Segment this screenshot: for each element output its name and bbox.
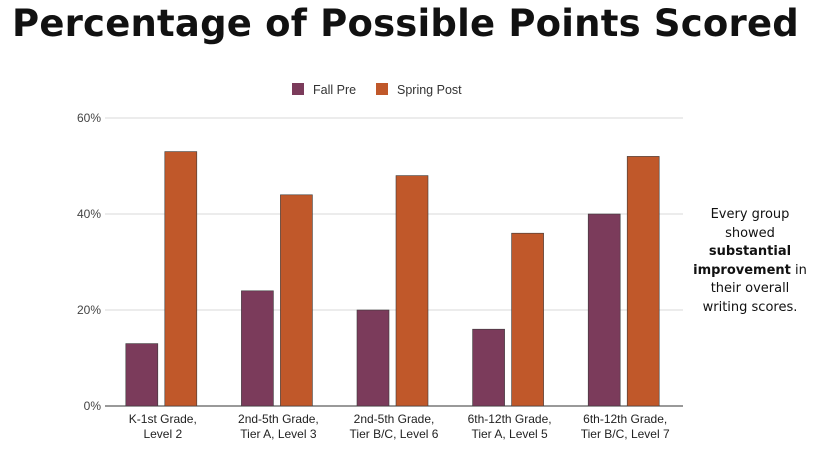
x-tick-label: Tier B/C, Level 7 <box>581 427 670 441</box>
annotation-text: Every group showed substantial improveme… <box>688 206 812 317</box>
bar-spring-post <box>511 232 544 407</box>
bar-fall-pre <box>587 213 621 407</box>
bar-fall-pre <box>125 343 159 407</box>
y-tick-label: 40% <box>77 207 101 221</box>
legend-label: Fall Pre <box>313 83 356 97</box>
legend-swatch <box>376 83 388 95</box>
x-tick-label: Tier A, Level 5 <box>471 427 548 441</box>
annotation-bold: substantial improvement <box>693 244 792 278</box>
legend-label: Spring Post <box>397 83 462 97</box>
bar-spring-post <box>164 151 198 407</box>
bar-spring-post <box>395 175 429 407</box>
y-tick-label: 20% <box>77 303 101 317</box>
annotation-part-1: Every group showed <box>710 207 790 241</box>
x-tick-label: Tier B/C, Level 6 <box>350 427 439 441</box>
x-tick-label: 6th-12th Grade, <box>583 412 667 426</box>
bar-fall-pre <box>472 328 505 407</box>
annotation-part-2: in their overall writing scores. <box>702 262 807 315</box>
bar-spring-post <box>626 156 660 407</box>
page-title: Percentage of Possible Points Scored <box>12 2 799 45</box>
x-tick-label: 6th-12th Grade, <box>468 412 552 426</box>
bar-fall-pre <box>356 309 390 407</box>
x-tick-label: Level 2 <box>143 427 182 441</box>
y-tick-label: 60% <box>77 111 101 125</box>
legend-swatch <box>292 83 304 95</box>
y-tick-label: 0% <box>84 399 102 413</box>
bar-fall-pre <box>241 290 274 407</box>
x-tick-label: 2nd-5th Grade, <box>238 412 319 426</box>
x-tick-label: K-1st Grade, <box>129 412 197 426</box>
bar-spring-post <box>280 194 313 407</box>
x-tick-label: Tier A, Level 3 <box>240 427 317 441</box>
x-tick-label: 2nd-5th Grade, <box>354 412 435 426</box>
